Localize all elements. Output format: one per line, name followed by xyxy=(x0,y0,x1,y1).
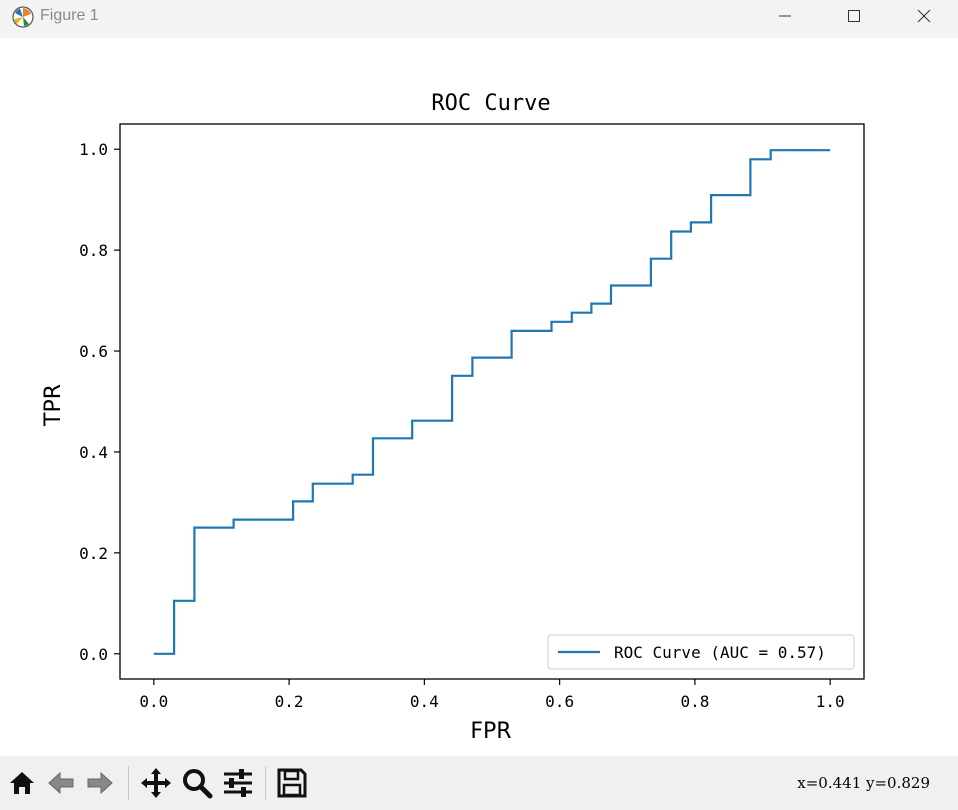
roc-curve-line xyxy=(153,149,831,655)
forward-arrow-icon xyxy=(87,771,113,795)
save-button[interactable] xyxy=(275,766,309,800)
forward-button[interactable] xyxy=(83,766,117,800)
toolbar-separator xyxy=(128,766,129,800)
figure-canvas[interactable]: ROC Curve 0.0 0.2 0.4 0.6 0.8 1.0 0.0 0.2 0.4 0.6… xyxy=(0,38,958,756)
zoom-button[interactable] xyxy=(180,766,214,800)
plot-axes: 0.0 0.2 0.4 0.6 0.8 1.0 0.0 0.2 0.4 0.6 0.8 1.0 ROC … xyxy=(79,123,865,711)
roc-chart: ROC Curve 0.0 0.2 0.4 0.6 0.8 1.0 0.0 0.2 0.4 0.6… xyxy=(41,91,865,744)
x-tick-label: 1.0 xyxy=(816,692,845,711)
subplots-config-icon xyxy=(224,769,252,797)
maximize-button[interactable] xyxy=(831,0,877,32)
maximize-icon xyxy=(848,10,860,22)
cursor-coordinates: x=0.441 y=0.829 xyxy=(797,774,930,792)
save-floppy-icon xyxy=(277,768,307,798)
x-tick-label: 0.4 xyxy=(410,692,439,711)
y-tick-label: 0.0 xyxy=(79,645,108,664)
home-button[interactable] xyxy=(5,766,39,800)
home-icon xyxy=(10,772,34,794)
configure-subplots-button[interactable] xyxy=(221,766,255,800)
x-tick-label: 0.8 xyxy=(680,692,709,711)
x-tick-label: 0.0 xyxy=(139,692,168,711)
back-arrow-icon xyxy=(48,771,74,795)
matplotlib-logo-icon xyxy=(12,6,34,28)
x-axis-label: FPR xyxy=(470,719,511,744)
x-tick-label: 0.2 xyxy=(275,692,304,711)
navigation-toolbar: x=0.441 y=0.829 xyxy=(0,756,958,810)
pan-button[interactable] xyxy=(139,766,173,800)
y-tick-label: 0.4 xyxy=(79,443,108,462)
legend-entry-label: ROC Curve (AUC = 0.57) xyxy=(614,643,826,662)
window-title: Figure 1 xyxy=(40,7,99,24)
zoom-magnifier-icon xyxy=(183,769,213,799)
y-axis-label: TPR xyxy=(41,384,66,427)
minimize-button[interactable] xyxy=(762,0,808,32)
window-titlebar: Figure 1 xyxy=(0,0,958,38)
y-tick-label: 0.6 xyxy=(79,342,108,361)
y-tick-label: 0.8 xyxy=(79,241,108,260)
chart-title: ROC Curve xyxy=(431,91,550,116)
y-tick-label: 0.2 xyxy=(79,544,108,563)
close-icon xyxy=(917,9,931,23)
x-tick-label: 0.6 xyxy=(545,692,574,711)
toolbar-separator xyxy=(265,766,266,800)
plot-frame xyxy=(119,123,865,680)
back-button[interactable] xyxy=(44,766,78,800)
pan-move-icon xyxy=(141,768,171,798)
minimize-icon xyxy=(779,15,791,17)
legend-box xyxy=(547,634,855,670)
close-button[interactable] xyxy=(901,0,947,32)
y-tick-label: 1.0 xyxy=(79,140,108,159)
